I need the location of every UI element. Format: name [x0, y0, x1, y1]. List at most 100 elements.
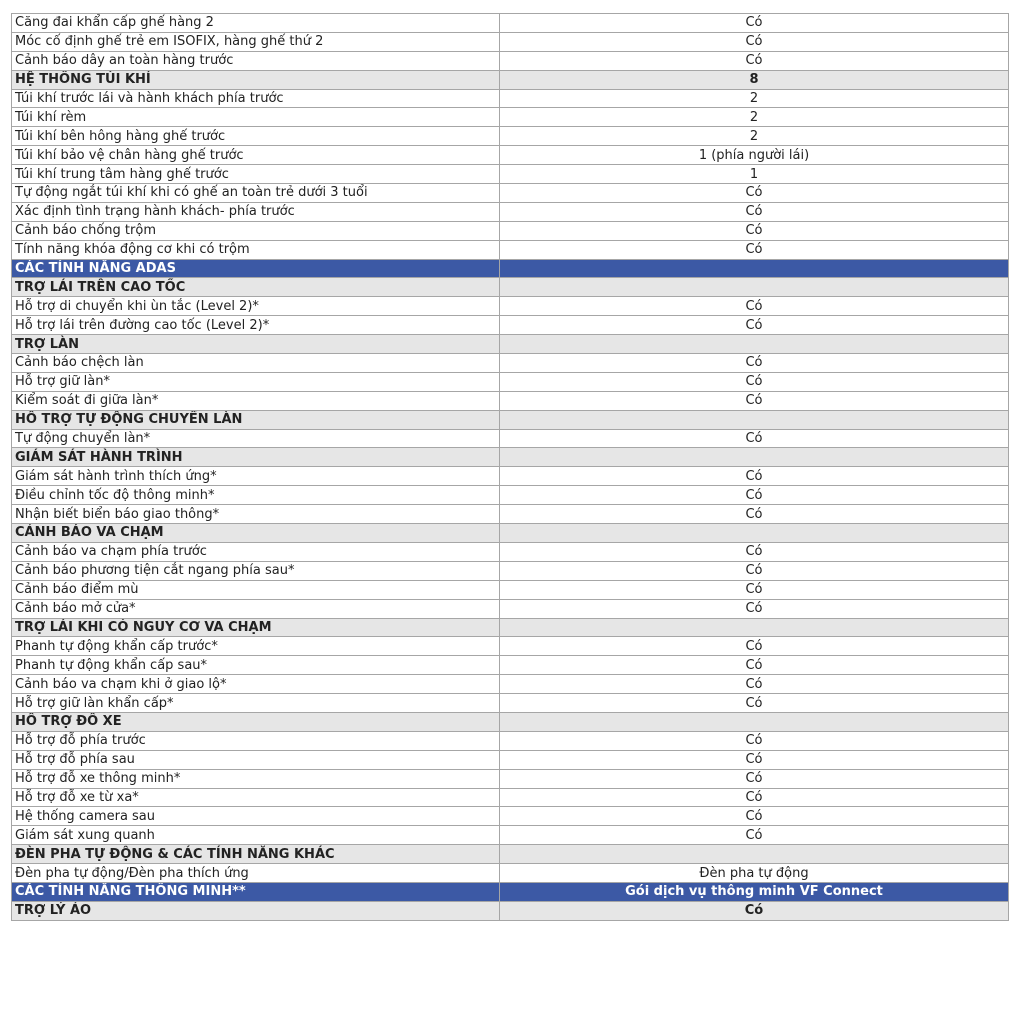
feature-label: Túi khí trung tâm hàng ghế trước	[11, 164, 500, 185]
feature-label: Giám sát xung quanh	[11, 825, 500, 846]
feature-value: Có	[499, 31, 1009, 52]
table-row: Túi khí bên hông hàng ghế trước 2	[11, 126, 1009, 147]
table-row: Hỗ trợ di chuyển khi ùn tắc (Level 2)* Có	[11, 296, 1009, 317]
feature-value: Có	[499, 749, 1009, 770]
feature-label: HỖ TRỢ TỰ ĐỘNG CHUYỂN LÀN	[11, 409, 500, 430]
table-row: Cảnh báo mở cửa* Có	[11, 598, 1009, 619]
feature-label: Cảnh báo mở cửa*	[11, 598, 500, 619]
table-row: Cảnh báo chống trộm Có	[11, 220, 1009, 241]
group-header-row: HỖ TRỢ ĐỖ XE	[11, 711, 1009, 732]
feature-label: Cảnh báo va chạm khi ở giao lộ*	[11, 674, 500, 695]
table-row: Kiểm soát đi giữa làn* Có	[11, 390, 1009, 411]
table-row: Cảnh báo dây an toàn hàng trước Có	[11, 50, 1009, 71]
table-row: Giám sát xung quanh Có	[11, 825, 1009, 846]
group-header-row: ĐÈN PHA TỰ ĐỘNG & CÁC TÍNH NĂNG KHÁC	[11, 844, 1009, 865]
feature-label: Hỗ trợ đỗ xe thông minh*	[11, 768, 500, 789]
feature-label: Giám sát hành trình thích ứng*	[11, 466, 500, 487]
table-row: Đèn pha tự động/Đèn pha thích ứng Đèn pha…	[11, 863, 1009, 883]
feature-value	[499, 617, 1009, 638]
group-header-row: TRỢ LÀN	[11, 334, 1009, 355]
feature-label: TRỢ LÝ ẢO	[11, 900, 500, 921]
feature-label: Tự động ngắt túi khí khi có ghế an toàn …	[11, 183, 500, 203]
feature-value: Có	[499, 693, 1009, 713]
feature-value: Có	[499, 579, 1009, 600]
feature-label: ĐÈN PHA TỰ ĐỘNG & CÁC TÍNH NĂNG KHÁC	[11, 844, 500, 865]
feature-value	[499, 844, 1009, 865]
table-row: Tự động chuyển làn* Có	[11, 428, 1009, 449]
feature-label: GIÁM SÁT HÀNH TRÌNH	[11, 447, 500, 468]
group-header-row: GIÁM SÁT HÀNH TRÌNH	[11, 447, 1009, 468]
group-header-row: HỆ THỐNG TÚI KHÍ 8	[11, 69, 1009, 90]
feature-label: Cảnh báo chống trộm	[11, 220, 500, 241]
group-header-row: TRỢ LÁI TRÊN CAO TỐC	[11, 277, 1009, 298]
group-header-row: HỖ TRỢ TỰ ĐỘNG CHUYỂN LÀN	[11, 409, 1009, 430]
table-row: Cảnh báo chệch làn Có	[11, 353, 1009, 373]
feature-label: Tự động chuyển làn*	[11, 428, 500, 449]
feature-label: Nhận biết biển báo giao thông*	[11, 504, 500, 525]
feature-value: Gói dịch vụ thông minh VF Connect	[499, 881, 1009, 902]
feature-label: Căng đai khẩn cấp ghế hàng 2	[11, 13, 500, 33]
table-row: Hỗ trợ đỗ phía sau Có	[11, 749, 1009, 770]
feature-label: Túi khí bảo vệ chân hàng ghế trước	[11, 145, 500, 166]
feature-value: 1	[499, 164, 1009, 185]
table-row: Túi khí rèm 2	[11, 107, 1009, 128]
table-row: Cảnh báo điểm mù Có	[11, 579, 1009, 600]
feature-label: Tính năng khóa động cơ khi có trộm	[11, 239, 500, 260]
table-row: Hỗ trợ đỗ phía trước Có	[11, 730, 1009, 751]
group-header-row: TRỢ LÝ ẢO Có	[11, 900, 1009, 921]
section-header-row: CÁC TÍNH NĂNG ADAS	[11, 258, 1009, 279]
feature-value	[499, 711, 1009, 732]
table-row: Phanh tự động khẩn cấp trước* Có	[11, 636, 1009, 657]
table-row: Tính năng khóa động cơ khi có trộm Có	[11, 239, 1009, 260]
feature-value: 2	[499, 88, 1009, 109]
feature-value	[499, 258, 1009, 279]
feature-label: Cảnh báo chệch làn	[11, 353, 500, 373]
table-row: Hỗ trợ giữ làn* Có	[11, 371, 1009, 392]
table-row: Cảnh báo phương tiện cắt ngang phía sau*…	[11, 560, 1009, 581]
feature-value: Có	[499, 50, 1009, 71]
group-header-row: CẢNH BÁO VA CHẠM	[11, 523, 1009, 543]
feature-label: Hỗ trợ đỗ phía sau	[11, 749, 500, 770]
feature-value: Có	[499, 201, 1009, 222]
feature-label: HỆ THỐNG TÚI KHÍ	[11, 69, 500, 90]
feature-value: Có	[499, 730, 1009, 751]
feature-label: Cảnh báo phương tiện cắt ngang phía sau*	[11, 560, 500, 581]
table-row: Tự động ngắt túi khí khi có ghế an toàn …	[11, 183, 1009, 203]
feature-value	[499, 523, 1009, 543]
feature-label: Hỗ trợ giữ làn*	[11, 371, 500, 392]
table-row: Xác định tình trạng hành khách- phía trư…	[11, 201, 1009, 222]
feature-value	[499, 277, 1009, 298]
feature-value: 2	[499, 107, 1009, 128]
spec-table: Căng đai khẩn cấp ghế hàng 2 Có Móc cố địn…	[11, 13, 1009, 921]
feature-value: 1 (phía người lái)	[499, 145, 1009, 166]
table-row: Điều chỉnh tốc độ thông minh* Có	[11, 485, 1009, 506]
spec-table-body: Căng đai khẩn cấp ghế hàng 2 Có Móc cố địn…	[11, 13, 1009, 921]
feature-label: Điều chỉnh tốc độ thông minh*	[11, 485, 500, 506]
feature-value: Có	[499, 598, 1009, 619]
feature-label: Hỗ trợ giữ làn khẩn cấp*	[11, 693, 500, 713]
feature-label: Xác định tình trạng hành khách- phía trư…	[11, 201, 500, 222]
feature-value: Có	[499, 825, 1009, 846]
table-row: Phanh tự động khẩn cấp sau* Có	[11, 655, 1009, 676]
table-row: Giám sát hành trình thích ứng* Có	[11, 466, 1009, 487]
feature-label: Túi khí trước lái và hành khách phía trư…	[11, 88, 500, 109]
table-row: Hỗ trợ lái trên đường cao tốc (Level 2)*…	[11, 315, 1009, 336]
feature-value: Có	[499, 466, 1009, 487]
feature-label: Móc cố định ghế trẻ em ISOFIX, hàng ghế …	[11, 31, 500, 52]
feature-value: Có	[499, 674, 1009, 695]
feature-label: Kiểm soát đi giữa làn*	[11, 390, 500, 411]
section-header-row: CÁC TÍNH NĂNG THÔNG MINH** Gói dịch vụ th…	[11, 881, 1009, 902]
feature-label: Hệ thống camera sau	[11, 806, 500, 827]
table-row: Hỗ trợ đỗ xe từ xa* Có	[11, 787, 1009, 808]
feature-value: Có	[499, 768, 1009, 789]
feature-label: Đèn pha tự động/Đèn pha thích ứng	[11, 863, 500, 883]
feature-label: Hỗ trợ di chuyển khi ùn tắc (Level 2)*	[11, 296, 500, 317]
feature-value: Đèn pha tự động	[499, 863, 1009, 883]
feature-value: Có	[499, 13, 1009, 33]
table-row: Túi khí trước lái và hành khách phía trư…	[11, 88, 1009, 109]
feature-value: Có	[499, 900, 1009, 921]
table-row: Túi khí trung tâm hàng ghế trước 1	[11, 164, 1009, 185]
feature-label: Phanh tự động khẩn cấp trước*	[11, 636, 500, 657]
feature-label: CẢNH BÁO VA CHẠM	[11, 523, 500, 543]
feature-label: Hỗ trợ đỗ xe từ xa*	[11, 787, 500, 808]
